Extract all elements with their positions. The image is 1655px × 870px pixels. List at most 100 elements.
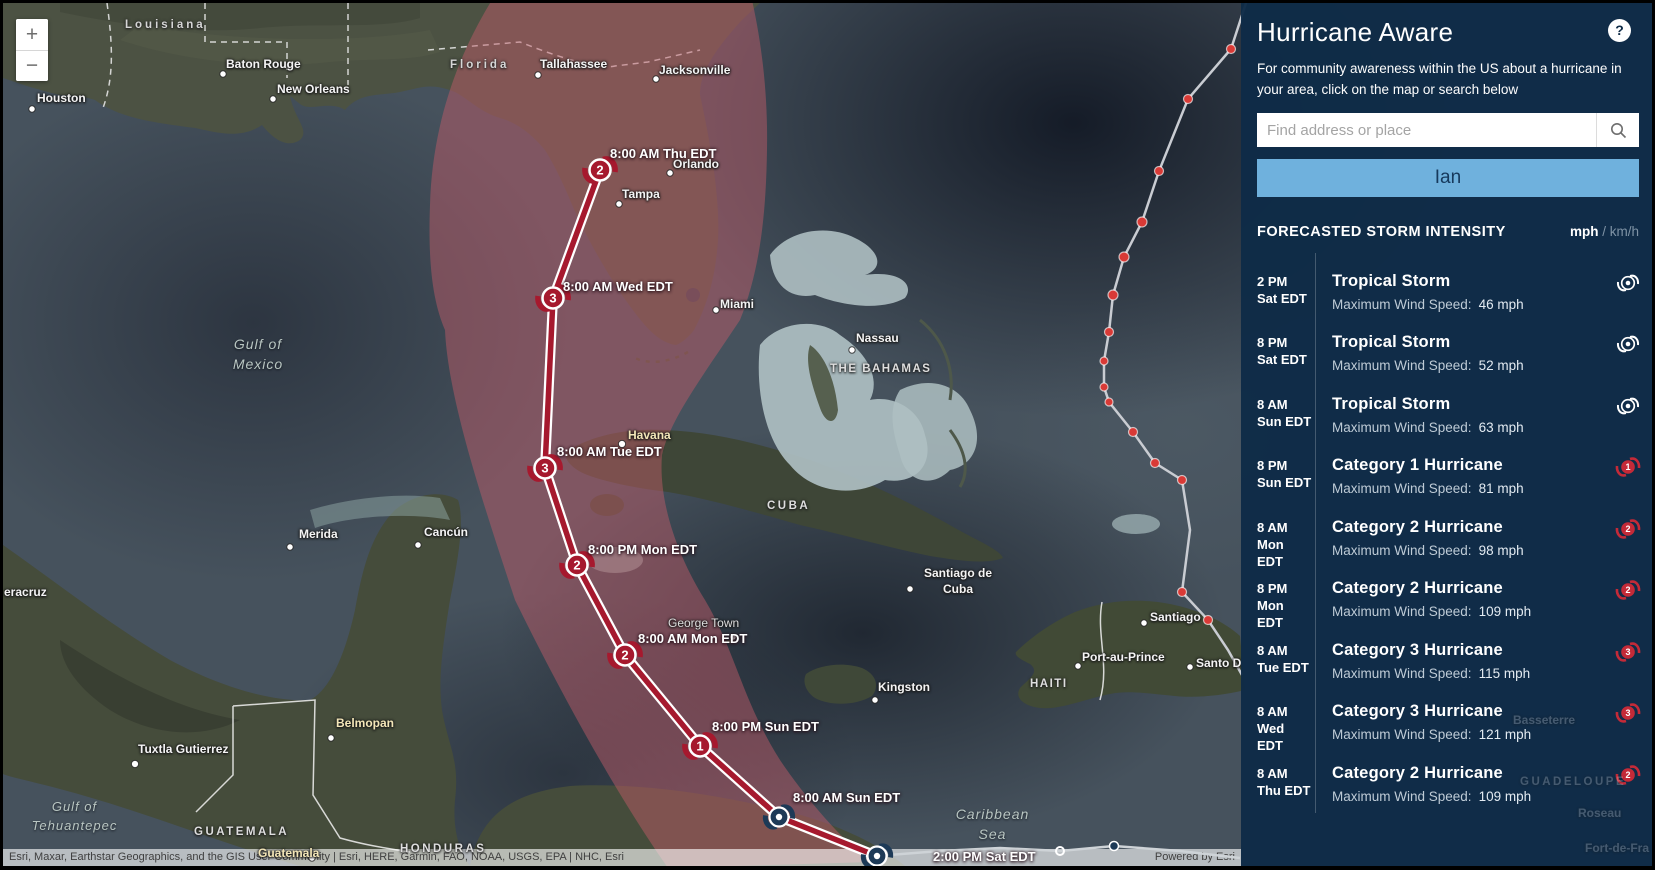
- forecast-row: 8 AM Wed EDT Category 3 Hurricane Maximum…: [1257, 702, 1641, 760]
- row-time: 8 PM: [1257, 335, 1288, 350]
- faint-map-label: GUADELOUPE: [1520, 776, 1627, 788]
- wind-value: 52 mph: [1478, 358, 1524, 373]
- city-dots: [28, 70, 1194, 862]
- svg-text:2: 2: [1625, 770, 1630, 780]
- search-icon: [1610, 122, 1626, 138]
- svg-text:2: 2: [621, 648, 628, 663]
- search-input[interactable]: [1257, 113, 1596, 147]
- wind-value: 81 mph: [1478, 481, 1524, 496]
- row-time: 8 AM: [1257, 397, 1288, 412]
- forecast-row: 8 AM Tue EDT Category 3 Hurricane Maximum…: [1257, 641, 1641, 699]
- track-marker-sun-pm[interactable]: 1: [682, 732, 718, 760]
- hurricane-category-icon: 2: [1615, 519, 1641, 539]
- row-time: 8 PM: [1257, 581, 1288, 596]
- help-icon[interactable]: ?: [1608, 19, 1631, 42]
- forecast-track-line: [542, 169, 879, 859]
- wind-label: Maximum Wind Speed:: [1332, 789, 1472, 804]
- past-track-line: [1102, 3, 1248, 676]
- wind-label: Maximum Wind Speed:: [1332, 481, 1472, 496]
- forecast-row: 8 PM Sun EDT Category 1 Hurricane Maximum…: [1257, 456, 1641, 514]
- faint-map-label: Roseau: [1578, 806, 1622, 820]
- wind-value: 115 mph: [1478, 666, 1531, 681]
- forecast-row: 8 AM Mon EDT Category 2 Hurricane Maximum…: [1257, 518, 1641, 576]
- forecast-row: 8 AM Sun EDT Tropical Storm Maximum Wind …: [1257, 395, 1640, 453]
- svg-text:1: 1: [1625, 462, 1630, 472]
- row-category: Category 2 Hurricane: [1332, 579, 1503, 597]
- hurricane-category-icon: 3: [1615, 703, 1641, 723]
- state-borders: [102, 3, 701, 109]
- row-category: Tropical Storm: [1332, 395, 1451, 413]
- unit-mph-toggle[interactable]: mph: [1569, 224, 1599, 239]
- unit-divider: /: [1602, 224, 1606, 239]
- wind-value: 98 mph: [1478, 543, 1524, 558]
- row-category: Category 3 Hurricane: [1332, 641, 1503, 659]
- row-category: Category 2 Hurricane: [1332, 518, 1503, 536]
- hurricane-category-icon: 2: [1615, 765, 1641, 785]
- tropical-storm-icon: [1616, 397, 1640, 415]
- wind-label: Maximum Wind Speed:: [1332, 727, 1472, 742]
- bahama-bank: [770, 230, 909, 306]
- forecast-row: 8 PM Sat EDT Tropical Storm Maximum Wind …: [1257, 333, 1640, 391]
- intensity-heading: FORECASTED STORM INTENSITY: [1257, 224, 1506, 240]
- zoom-in-button[interactable]: +: [16, 19, 48, 51]
- attribution-text: Esri, Maxar, Earthstar Geographics, and …: [9, 851, 624, 863]
- attribution-bar: Esri, Maxar, Earthstar Geographics, and …: [3, 849, 1241, 866]
- land-hispaniola: [1015, 600, 1245, 709]
- row-time: 8 AM: [1257, 643, 1288, 658]
- wind-value: 109 mph: [1478, 789, 1532, 804]
- sidebar-panel: Hurricane Aware ? For community awarenes…: [1241, 3, 1652, 866]
- forecast-row: 2 PM Sat EDT Tropical Storm Maximum Wind …: [1257, 272, 1640, 330]
- track-marker-sun-am[interactable]: [762, 804, 796, 830]
- hurricane-category-icon: 3: [1615, 642, 1641, 662]
- row-category: Category 1 Hurricane: [1332, 456, 1503, 474]
- wind-label: Maximum Wind Speed:: [1332, 543, 1472, 558]
- track-marker-tue[interactable]: 3: [527, 454, 563, 482]
- svg-text:3: 3: [1625, 647, 1630, 657]
- track-marker-mon-pm[interactable]: 2: [559, 551, 595, 579]
- page-title: Hurricane Aware: [1257, 17, 1454, 47]
- row-category: Tropical Storm: [1332, 333, 1451, 351]
- track-marker-thu[interactable]: 2: [582, 156, 618, 184]
- search-box: [1257, 113, 1639, 147]
- app-description: For community awareness within the US ab…: [1257, 61, 1622, 97]
- track-marker-sat-pm[interactable]: [860, 843, 894, 866]
- row-time: 8 AM: [1257, 704, 1288, 719]
- wind-label: Maximum Wind Speed:: [1332, 297, 1472, 312]
- svg-text:2: 2: [1625, 585, 1630, 595]
- svg-text:3: 3: [1625, 708, 1630, 718]
- row-time: 2 PM: [1257, 274, 1288, 289]
- storm-ian-button[interactable]: Ian: [1257, 159, 1639, 197]
- search-button[interactable]: [1596, 113, 1639, 147]
- wind-label: Maximum Wind Speed:: [1332, 666, 1472, 681]
- hurricane-category-icon: 1: [1615, 457, 1641, 477]
- wind-value: 46 mph: [1478, 297, 1524, 312]
- row-time: 8 PM: [1257, 458, 1288, 473]
- faint-map-label: Basseterre: [1513, 713, 1576, 727]
- land-cuba: [565, 429, 1003, 562]
- row-category: Category 3 Hurricane: [1332, 702, 1503, 720]
- intensity-header: FORECASTED STORM INTENSITY mph / km/h: [1257, 224, 1639, 240]
- track-marker-wed[interactable]: 3: [535, 284, 571, 312]
- svg-text:2: 2: [573, 558, 580, 573]
- map-zoom-control: + −: [16, 19, 48, 81]
- svg-text:1: 1: [696, 739, 703, 754]
- zoom-out-button[interactable]: −: [16, 50, 48, 81]
- land-jamaica: [804, 664, 877, 704]
- wind-label: Maximum Wind Speed:: [1332, 604, 1472, 619]
- wind-label: Maximum Wind Speed:: [1332, 358, 1472, 373]
- forecast-row: 8 PM Mon EDT Category 2 Hurricane Maximum…: [1257, 579, 1641, 637]
- unit-kmh-toggle[interactable]: km/h: [1609, 224, 1639, 239]
- svg-text:2: 2: [596, 163, 603, 178]
- wind-value: 121 mph: [1478, 727, 1532, 742]
- wind-value: 63 mph: [1478, 420, 1524, 435]
- track-marker-mon-am[interactable]: 2: [607, 641, 643, 669]
- land-mexico: [3, 494, 470, 866]
- hurricane-category-icon: 2: [1615, 580, 1641, 600]
- wind-label: Maximum Wind Speed:: [1332, 420, 1472, 435]
- svg-text:3: 3: [549, 291, 556, 306]
- past-track-points: [1099, 43, 1237, 626]
- row-category: Category 2 Hurricane: [1332, 764, 1503, 782]
